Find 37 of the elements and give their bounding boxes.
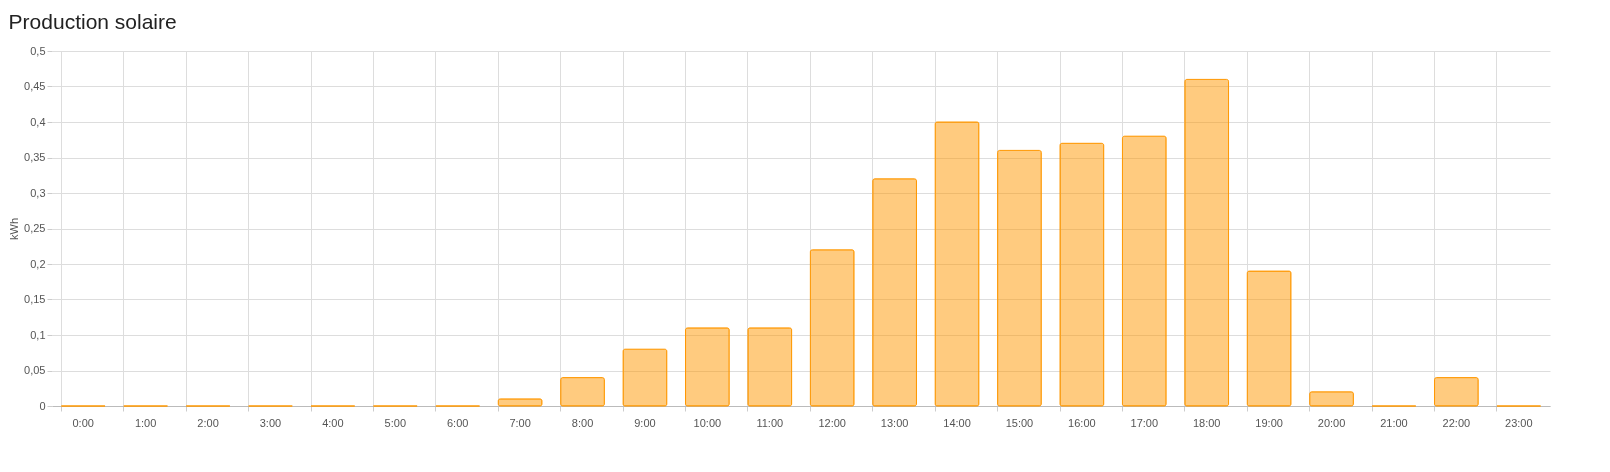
x-tick-label: 20:00 bbox=[1317, 416, 1346, 429]
x-tick-label: 15:00 bbox=[1005, 416, 1034, 429]
y-tick-label: 0,4 bbox=[30, 115, 46, 128]
chart-title: Production solaire bbox=[8, 10, 177, 33]
x-tick-label: 12:00 bbox=[818, 416, 846, 429]
y-tick-label: 0,2 bbox=[30, 257, 46, 270]
x-tick-label: 14:00 bbox=[943, 416, 971, 429]
x-tick-label: 2:00 bbox=[197, 416, 219, 429]
x-tick-label: 5:00 bbox=[384, 416, 406, 429]
x-tick-label: 0:00 bbox=[72, 416, 94, 429]
y-tick-label: 0,5 bbox=[30, 44, 46, 57]
x-tick-label: 19:00 bbox=[1255, 416, 1283, 429]
y-tick-label: 0,15 bbox=[24, 293, 46, 305]
y-tick-label: 0,45 bbox=[24, 80, 46, 92]
x-tick-label: 7:00 bbox=[509, 416, 531, 429]
y-tick-label: 0,25 bbox=[24, 222, 46, 234]
x-tick-label: 23:00 bbox=[1505, 416, 1533, 429]
x-tick-label: 13:00 bbox=[880, 416, 909, 429]
y-tick-label: 0,1 bbox=[30, 328, 46, 341]
y-tick-label: 0 bbox=[39, 399, 46, 412]
y-tick-label: 0,35 bbox=[24, 151, 46, 163]
x-tick-label: 10:00 bbox=[693, 416, 722, 429]
x-tick-label: 21:00 bbox=[1380, 416, 1408, 429]
x-tick-label: 18:00 bbox=[1192, 416, 1221, 429]
y-tick-label: 0,3 bbox=[30, 186, 46, 199]
x-tick-label: 16:00 bbox=[1068, 416, 1096, 429]
x-tick-label: 1:00 bbox=[134, 416, 157, 429]
y-axis-title: kWh bbox=[8, 218, 21, 240]
y-tick-label: 0,05 bbox=[24, 364, 46, 376]
x-tick-label: 11:00 bbox=[756, 416, 784, 429]
x-tick-label: 9:00 bbox=[634, 416, 656, 429]
x-tick-label: 6:00 bbox=[447, 416, 469, 429]
x-tick-label: 3:00 bbox=[259, 416, 282, 429]
x-tick-label: 17:00 bbox=[1130, 416, 1159, 429]
x-tick-label: 4:00 bbox=[322, 416, 344, 429]
x-tick-label: 8:00 bbox=[571, 416, 594, 429]
x-tick-label: 22:00 bbox=[1442, 416, 1471, 429]
